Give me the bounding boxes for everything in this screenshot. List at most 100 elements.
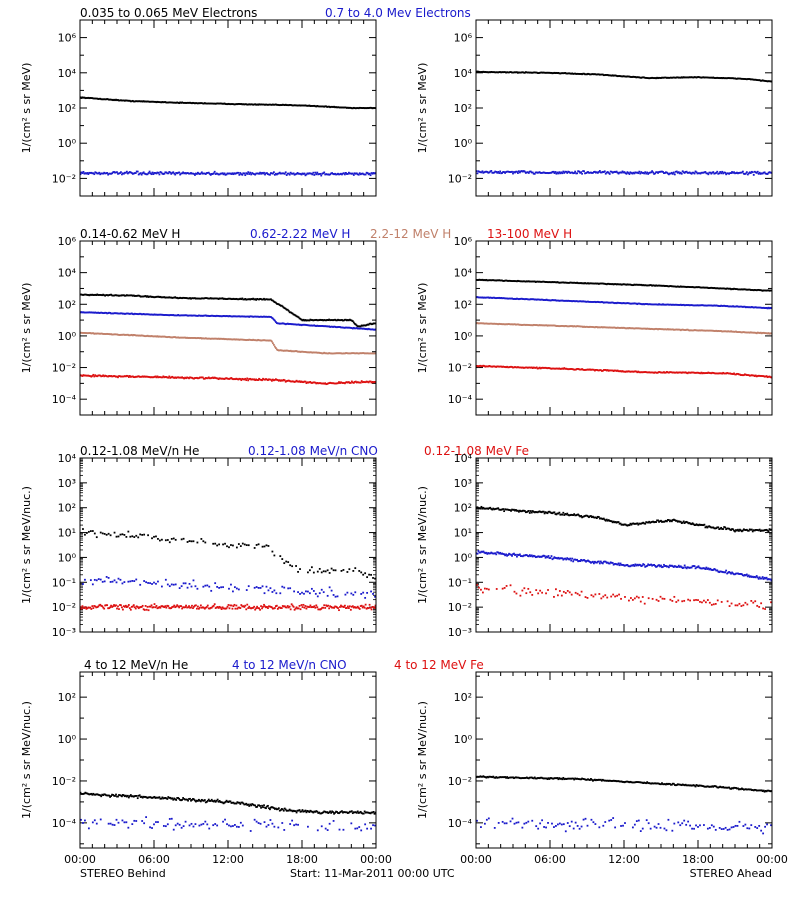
data-point — [694, 329, 697, 332]
data-point — [194, 174, 196, 176]
data-point — [550, 71, 553, 74]
data-point — [310, 606, 313, 609]
data-point — [205, 172, 208, 174]
data-point — [680, 172, 683, 175]
data-point — [660, 303, 662, 306]
data-point — [116, 294, 118, 297]
series-blue — [79, 170, 377, 177]
data-point — [237, 298, 240, 301]
data-point — [108, 294, 111, 296]
data-point — [189, 376, 191, 379]
data-point — [657, 303, 659, 306]
data-point — [623, 283, 626, 286]
data-point — [202, 337, 205, 340]
data-point — [123, 605, 126, 608]
data-point — [741, 331, 744, 334]
data-point — [327, 352, 330, 355]
data-point — [234, 378, 237, 381]
data-point — [618, 302, 621, 304]
data-point — [303, 350, 306, 353]
data-point — [152, 296, 155, 299]
data-point — [551, 324, 554, 327]
data-point — [240, 604, 243, 606]
data-point — [558, 299, 561, 302]
data-point — [84, 172, 87, 175]
data-point — [354, 591, 357, 594]
data-point — [506, 508, 508, 511]
data-point — [100, 311, 103, 314]
data-point — [522, 367, 525, 369]
data-point — [105, 98, 108, 101]
data-point — [527, 298, 530, 301]
data-point — [656, 171, 658, 174]
data-point — [144, 605, 147, 607]
data-point — [493, 296, 496, 299]
data-point — [662, 303, 664, 306]
data-point — [235, 297, 238, 300]
data-point — [720, 172, 723, 175]
data-point — [743, 78, 746, 80]
data-point — [619, 370, 622, 372]
data-point — [266, 103, 268, 106]
data-point — [651, 371, 654, 374]
data-point — [571, 300, 574, 303]
data-point — [581, 300, 583, 303]
data-point — [496, 323, 499, 325]
data-point — [196, 102, 198, 105]
data-point — [357, 173, 360, 176]
data-point — [113, 294, 115, 297]
data-point — [570, 300, 573, 302]
data-point — [761, 306, 764, 309]
data-point — [489, 71, 492, 74]
data-point — [257, 543, 260, 546]
data-point — [329, 352, 332, 355]
data-point — [83, 293, 86, 296]
data-point — [293, 608, 296, 611]
data-point — [610, 283, 613, 286]
data-point — [265, 544, 268, 547]
data-point — [298, 104, 301, 107]
data-point — [490, 508, 493, 510]
data-point — [506, 365, 508, 368]
data-point — [531, 171, 534, 174]
data-point — [516, 323, 518, 326]
data-point — [316, 171, 319, 174]
data-point — [267, 173, 269, 176]
data-point — [276, 379, 279, 381]
data-point — [363, 381, 366, 384]
data-point — [561, 281, 564, 284]
data-point — [166, 376, 169, 379]
data-point — [552, 281, 555, 284]
data-point — [247, 315, 250, 318]
data-point — [146, 313, 149, 316]
data-point — [580, 282, 582, 284]
data-point — [368, 380, 371, 383]
data-point — [193, 337, 195, 339]
data-point — [570, 281, 573, 284]
data-point — [656, 76, 658, 79]
y-tick-label: 10² — [454, 102, 472, 115]
data-point — [305, 607, 308, 610]
data-point — [184, 606, 186, 609]
data-point — [574, 170, 577, 173]
data-point — [562, 72, 565, 75]
data-point — [95, 97, 98, 100]
series-red — [79, 603, 377, 612]
data-point — [218, 605, 221, 608]
data-point — [264, 103, 266, 106]
data-point — [346, 605, 349, 608]
data-point — [344, 318, 346, 321]
data-point — [668, 303, 671, 306]
data-point — [588, 300, 590, 303]
data-point — [356, 173, 359, 176]
data-point — [197, 607, 200, 610]
data-point — [252, 315, 255, 318]
data-point — [698, 329, 701, 332]
data-point — [579, 515, 581, 518]
data-point — [615, 370, 618, 372]
data-point — [96, 97, 99, 100]
data-point — [150, 173, 153, 176]
data-point — [194, 297, 196, 299]
data-point — [118, 333, 120, 336]
data-point — [521, 280, 524, 283]
